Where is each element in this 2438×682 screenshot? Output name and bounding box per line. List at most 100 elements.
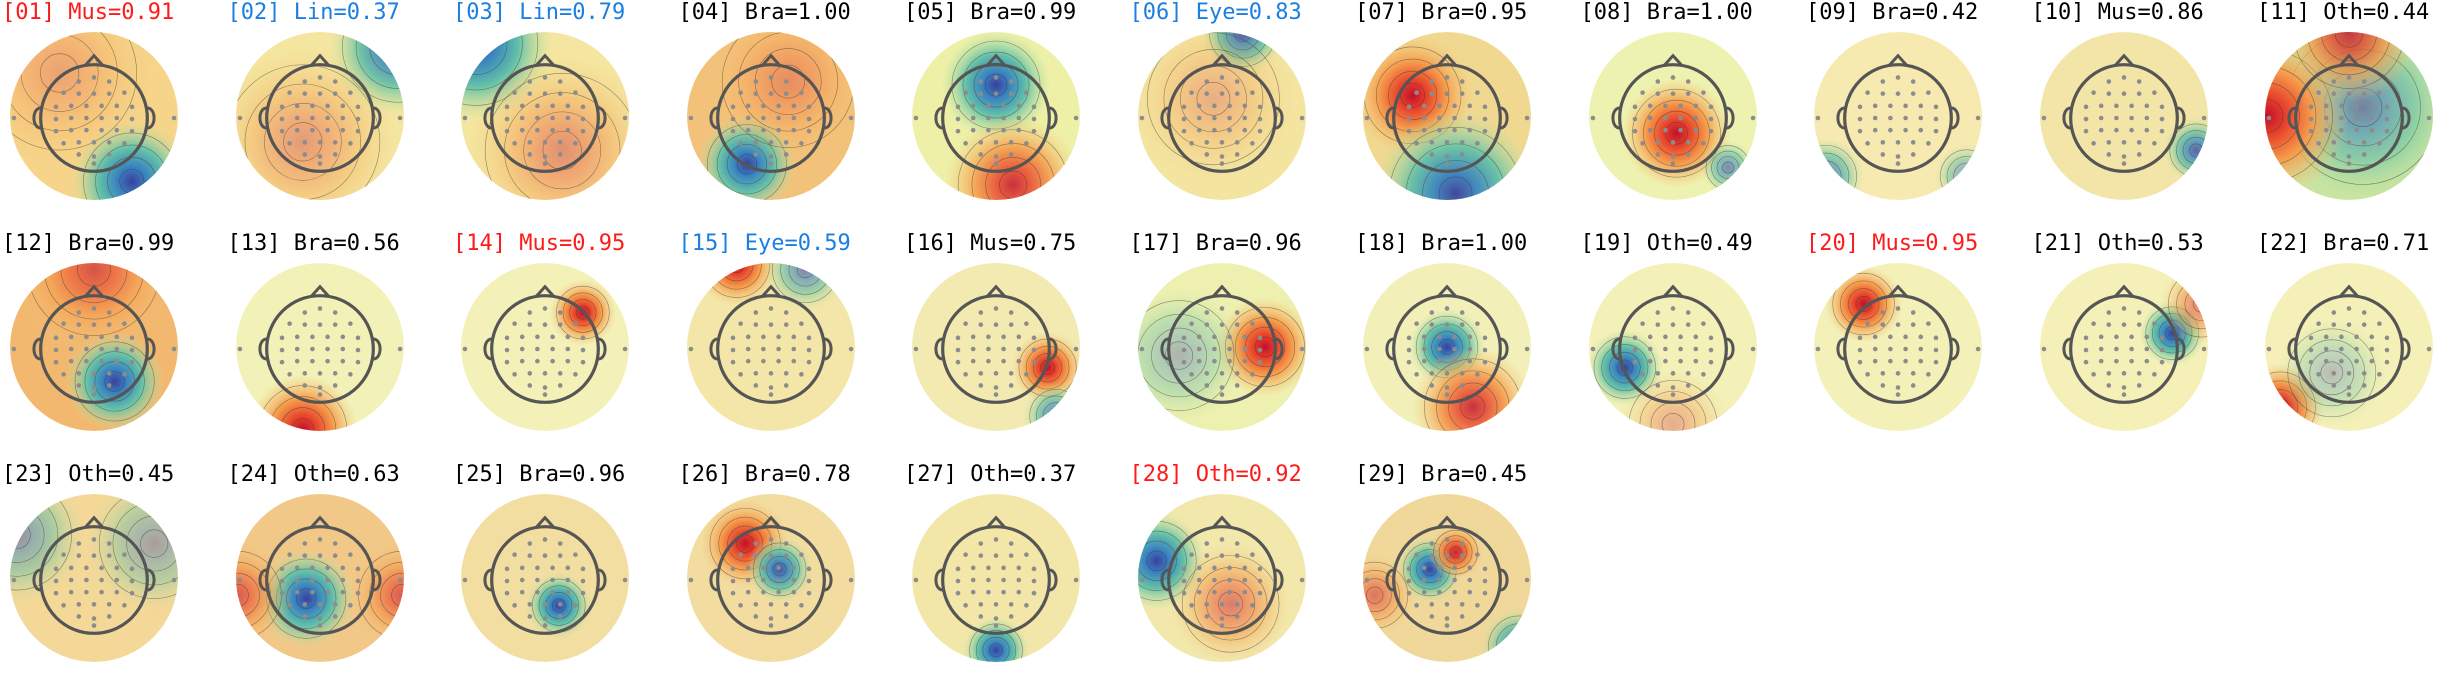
sensor bbox=[1692, 358, 1698, 364]
sensor bbox=[753, 602, 758, 607]
left-ear bbox=[257, 106, 267, 130]
sensor bbox=[462, 115, 468, 121]
left-ear bbox=[483, 106, 493, 130]
sensor bbox=[565, 358, 571, 364]
sensor bbox=[1444, 322, 1450, 327]
sensor bbox=[775, 115, 781, 121]
sensor bbox=[1421, 565, 1427, 571]
sensor bbox=[1204, 614, 1209, 619]
sensor bbox=[129, 590, 135, 596]
contour-line bbox=[1716, 156, 1739, 179]
sensor bbox=[1234, 614, 1239, 619]
sensor bbox=[2151, 90, 2157, 95]
sensor bbox=[1444, 75, 1450, 80]
sensor bbox=[1299, 115, 1304, 121]
sensor bbox=[1482, 335, 1488, 341]
topomap bbox=[10, 32, 178, 200]
sensor bbox=[1933, 104, 1939, 110]
negative-activation bbox=[962, 617, 1030, 662]
sensor bbox=[1670, 161, 1675, 166]
sensor bbox=[1888, 346, 1893, 352]
sensor bbox=[1685, 91, 1690, 96]
sensor bbox=[99, 346, 104, 352]
sensor bbox=[279, 347, 284, 353]
sensor bbox=[91, 602, 97, 607]
contour-line bbox=[1145, 550, 1167, 572]
sensor bbox=[1655, 140, 1660, 145]
topomap bbox=[1137, 263, 1306, 431]
sensor bbox=[53, 590, 59, 596]
sensor bbox=[279, 128, 284, 134]
sensor bbox=[768, 371, 773, 376]
sensor bbox=[91, 616, 97, 621]
sensor bbox=[753, 614, 758, 619]
sensor bbox=[519, 589, 525, 595]
sensor bbox=[542, 140, 548, 145]
sensor bbox=[1632, 359, 1637, 365]
sensor bbox=[550, 565, 555, 571]
sensor bbox=[768, 602, 773, 607]
sensor bbox=[542, 371, 548, 376]
contour-line bbox=[1029, 389, 1080, 431]
sensor bbox=[2083, 347, 2088, 353]
sensor bbox=[519, 103, 525, 109]
sensor bbox=[542, 154, 548, 159]
sensor bbox=[2266, 115, 2272, 121]
sensor bbox=[542, 553, 548, 558]
sensor bbox=[1708, 104, 1713, 110]
topomap bbox=[912, 263, 1080, 431]
sensor bbox=[557, 322, 563, 327]
topomap bbox=[1588, 263, 1757, 431]
sensor bbox=[1670, 392, 1675, 397]
sensor bbox=[1677, 115, 1683, 121]
sensor bbox=[1857, 128, 1863, 134]
sensor bbox=[324, 577, 330, 583]
head-outline bbox=[1392, 294, 1502, 404]
sensor bbox=[68, 589, 74, 595]
sensor bbox=[730, 347, 735, 353]
contour-line bbox=[2334, 32, 2364, 48]
right-ear bbox=[146, 106, 156, 130]
sensor bbox=[114, 346, 120, 352]
sensor bbox=[2354, 115, 2359, 121]
nose bbox=[2338, 284, 2360, 298]
head-outline bbox=[941, 63, 1051, 173]
sensor bbox=[2323, 358, 2329, 364]
sensor bbox=[2377, 321, 2382, 326]
sensor bbox=[302, 614, 307, 619]
sensor bbox=[1647, 334, 1653, 340]
sensor bbox=[1421, 577, 1427, 583]
sensor bbox=[84, 334, 89, 340]
sensor bbox=[806, 578, 811, 584]
sensor bbox=[1888, 358, 1893, 364]
sensor bbox=[753, 383, 758, 388]
sensor bbox=[760, 577, 766, 583]
sensor bbox=[1903, 358, 1908, 364]
contour-line bbox=[1438, 176, 1473, 200]
sensor bbox=[2121, 306, 2126, 311]
sensor bbox=[580, 347, 586, 353]
sensor bbox=[91, 140, 97, 145]
sensor bbox=[76, 602, 82, 607]
sensor bbox=[557, 371, 563, 376]
sensor bbox=[129, 566, 135, 572]
sensor bbox=[53, 128, 59, 134]
sensor bbox=[542, 385, 548, 390]
sensor bbox=[122, 141, 127, 146]
sensor bbox=[775, 589, 781, 595]
sensor bbox=[324, 103, 330, 109]
sensor bbox=[1444, 616, 1450, 621]
sensor bbox=[963, 372, 968, 377]
sensor bbox=[1257, 347, 1262, 353]
sensor bbox=[2201, 346, 2206, 352]
contour-line bbox=[10, 494, 72, 591]
left-ear bbox=[934, 568, 944, 592]
sensor bbox=[580, 590, 586, 596]
sensor bbox=[1655, 152, 1660, 157]
sensor bbox=[76, 140, 82, 145]
sensor bbox=[1414, 141, 1419, 146]
component-title: [29] Bra=0.45 bbox=[1355, 462, 1528, 487]
component-14: [14] Mus=0.95 bbox=[453, 231, 673, 451]
sensor bbox=[737, 141, 743, 146]
sensor bbox=[760, 103, 766, 109]
